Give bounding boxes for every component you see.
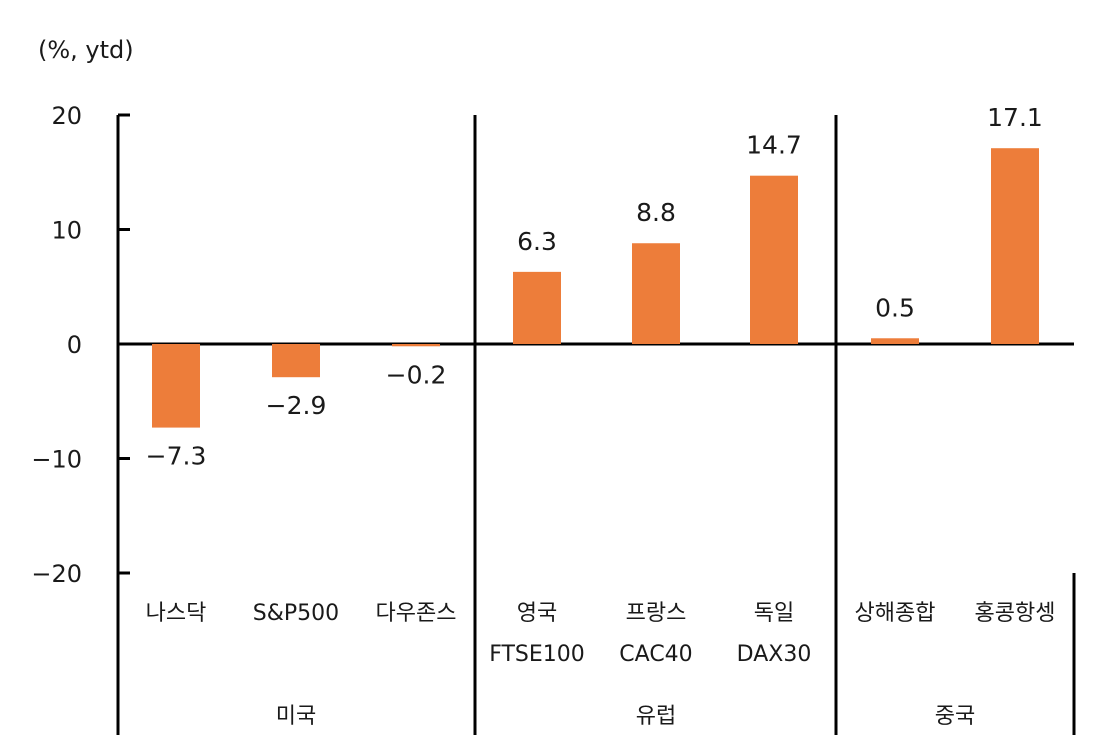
data-label: 8.8 (636, 198, 676, 227)
bar (513, 271, 561, 344)
category-label: 다우존스 (376, 601, 457, 626)
category-sublabel: CAC40 (619, 642, 692, 667)
category-label: 영국 (517, 601, 557, 626)
data-label: −7.3 (146, 442, 207, 471)
category-label: 독일 (754, 601, 794, 626)
category-label: 상해종합 (855, 601, 936, 626)
data-label: 14.7 (746, 131, 802, 160)
bar (871, 338, 919, 344)
bar (272, 344, 320, 378)
bar (750, 175, 798, 344)
category-label: 프랑스 (626, 601, 687, 626)
bar (632, 243, 680, 344)
group-label: 미국 (276, 704, 316, 729)
data-label: −0.2 (386, 360, 447, 389)
data-label: −2.9 (266, 391, 327, 420)
y-tick-label: 20 (51, 102, 82, 130)
data-label: 0.5 (875, 293, 915, 322)
category-sublabel: FTSE100 (489, 642, 585, 667)
category-sublabel: DAX30 (737, 642, 812, 667)
data-label: 6.3 (517, 227, 557, 256)
group-label: 유럽 (636, 704, 676, 729)
y-tick-label: −10 (31, 446, 82, 474)
bar (392, 344, 440, 347)
category-label: S&P500 (253, 601, 339, 626)
y-tick-label: −20 (31, 560, 82, 588)
category-label: 홍콩항셍 (975, 601, 1056, 626)
y-axis-unit-label: (%, ytd) (38, 36, 134, 64)
category-label: 나스닥 (146, 601, 207, 626)
bar (991, 148, 1039, 344)
group-label: 중국 (935, 704, 975, 729)
y-tick-label: 10 (51, 217, 82, 245)
data-label: 17.1 (987, 103, 1043, 132)
y-tick-label: 0 (67, 331, 82, 359)
bar (152, 344, 200, 428)
